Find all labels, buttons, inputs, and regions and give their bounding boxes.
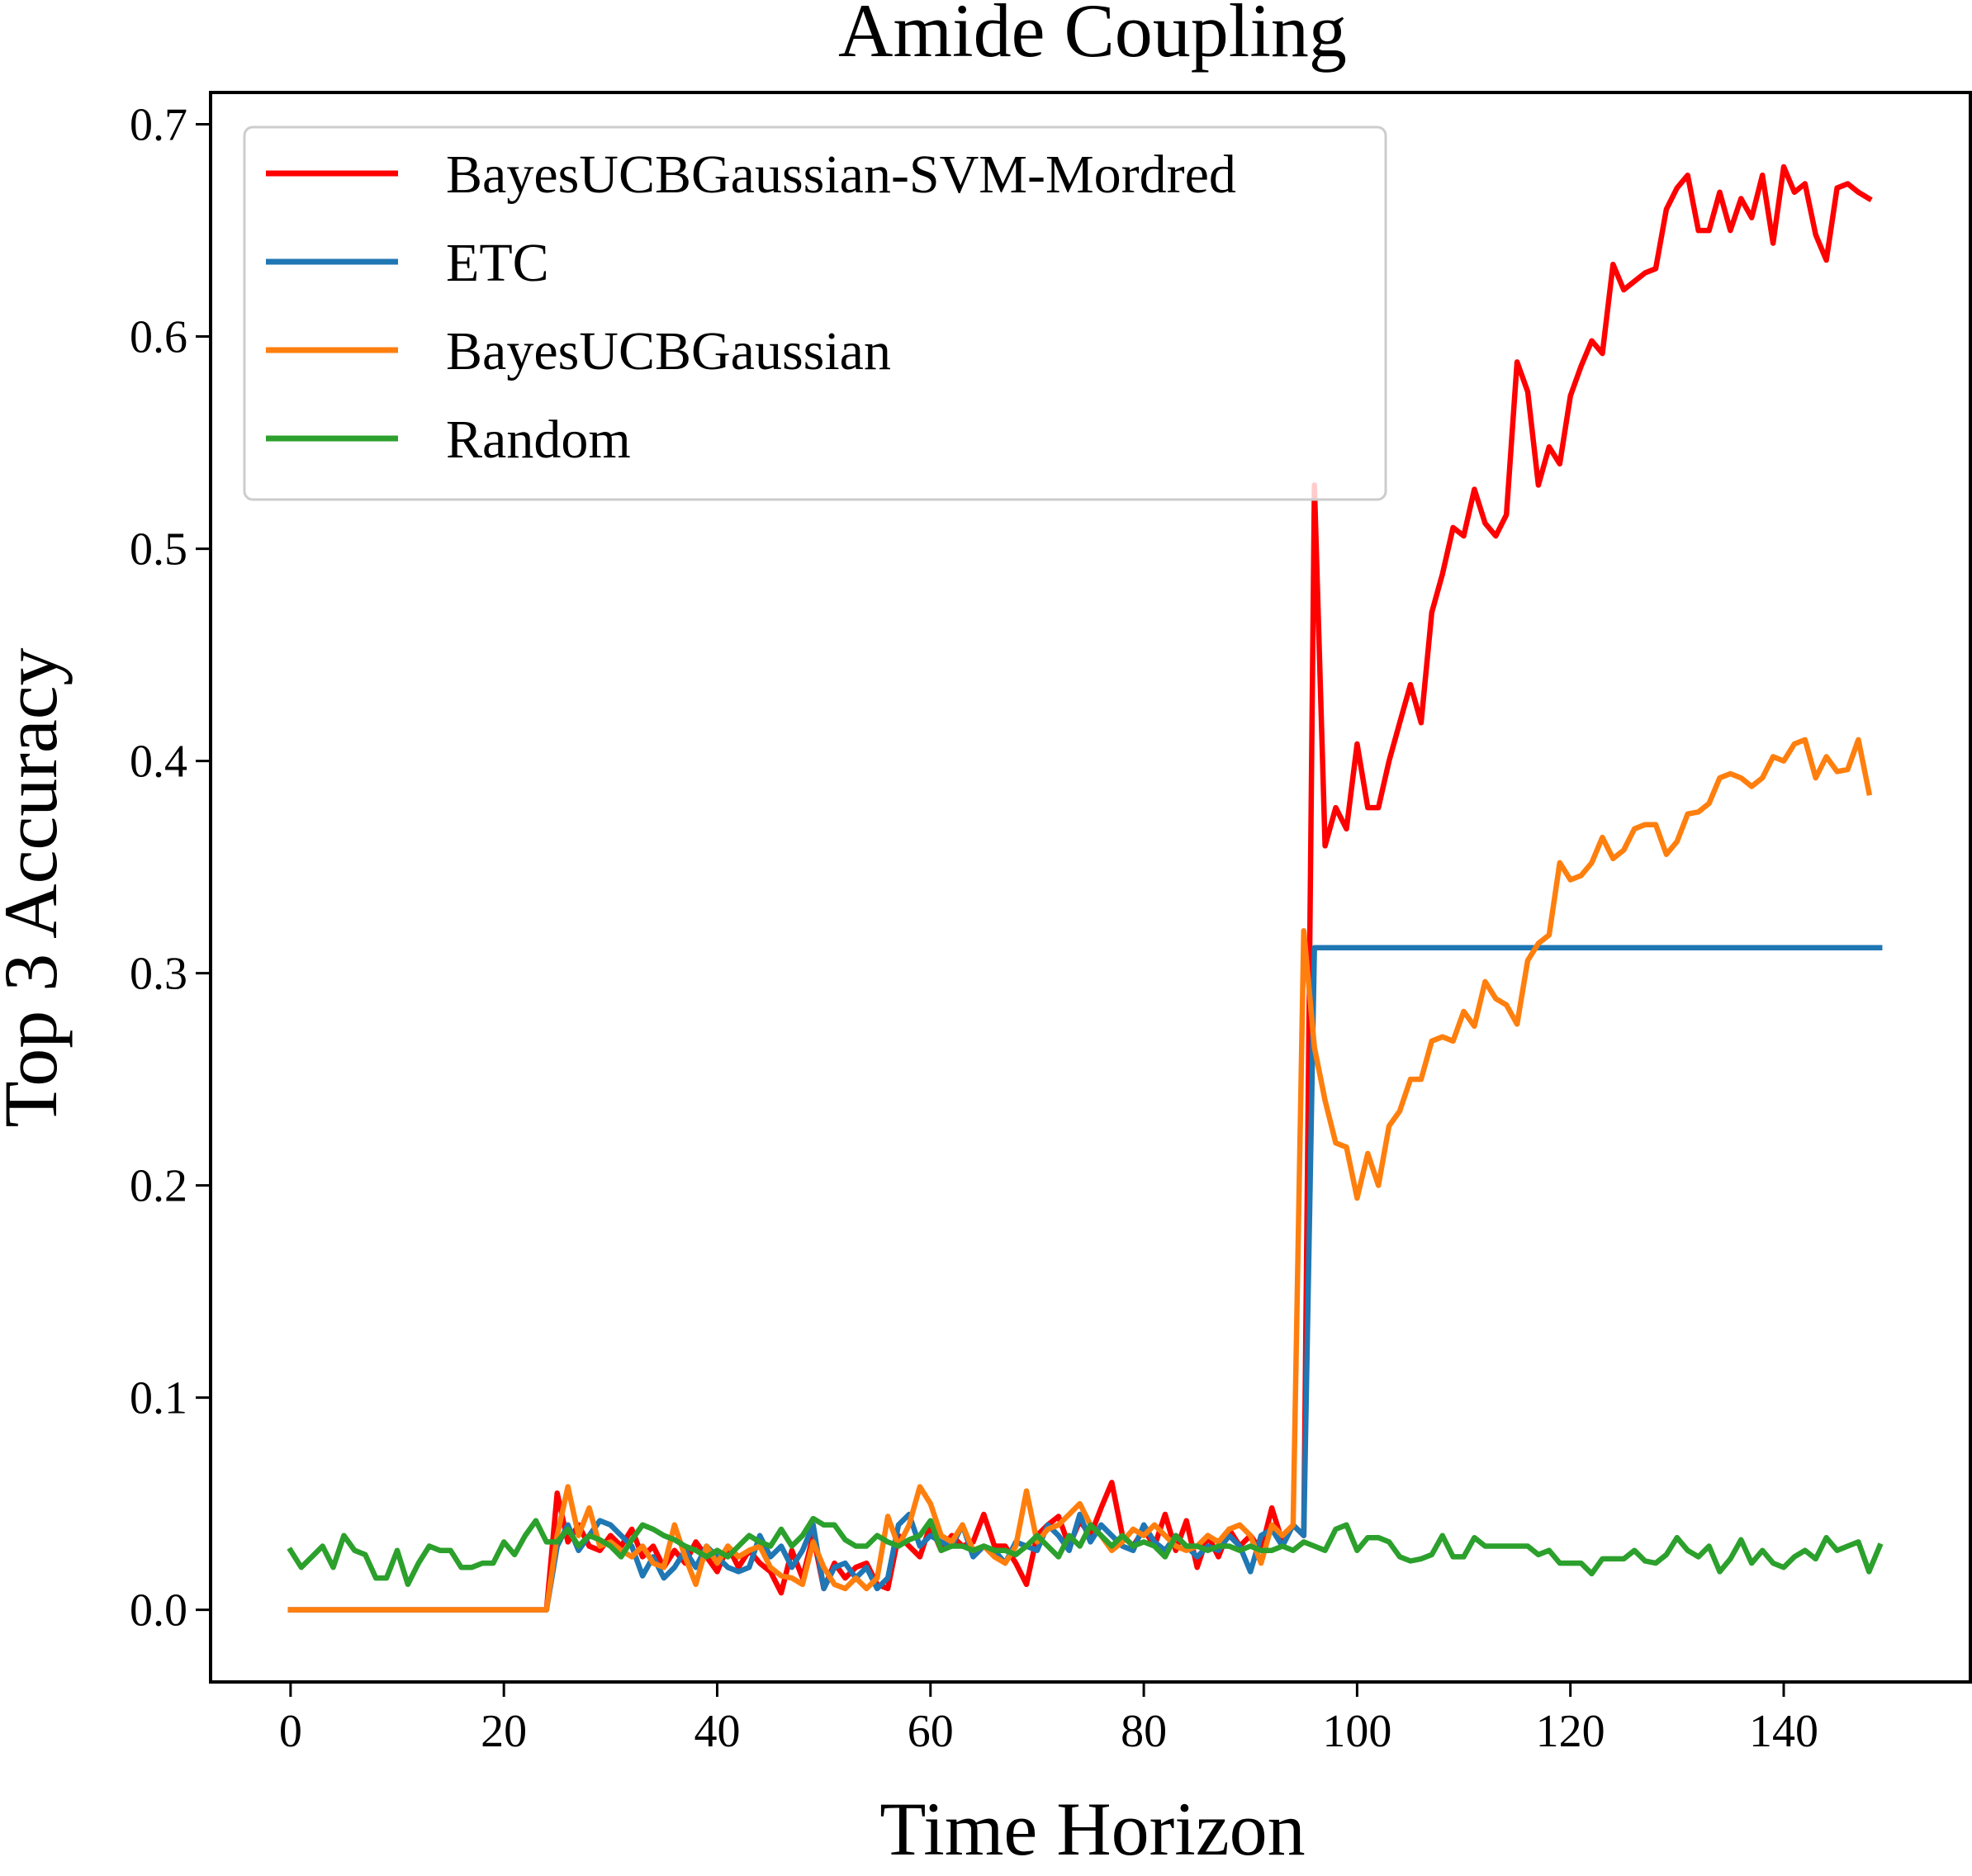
x-tick-label: 0 bbox=[279, 1706, 302, 1757]
x-tick-label: 100 bbox=[1322, 1706, 1391, 1757]
x-tick-label: 20 bbox=[481, 1706, 527, 1757]
y-tick-label: 0.5 bbox=[130, 524, 187, 576]
x-axis-title: Time Horizon bbox=[879, 1787, 1305, 1871]
series-line-2 bbox=[287, 945, 1883, 1613]
y-tick-label: 0.1 bbox=[130, 1373, 187, 1424]
y-tick-label: 0.4 bbox=[130, 737, 187, 788]
legend-label-1: BayesUCBGaussian-SVM-Mordred bbox=[446, 144, 1236, 205]
chart-title: Amide Coupling bbox=[838, 0, 1347, 73]
legend-label-2: ETC bbox=[446, 233, 549, 293]
x-tick-label: 140 bbox=[1749, 1706, 1818, 1757]
legend-label-3: BayesUCBGaussian bbox=[446, 321, 891, 381]
y-axis-title: Top 3 Accuracy bbox=[0, 647, 73, 1127]
series-line-3 bbox=[287, 737, 1873, 1613]
series-layer bbox=[287, 163, 1884, 1613]
legend-label-4: Random bbox=[446, 410, 631, 470]
x-tick-label: 120 bbox=[1536, 1706, 1605, 1757]
x-tick-label: 60 bbox=[908, 1706, 954, 1757]
y-tick-label: 0.6 bbox=[130, 312, 187, 363]
x-tick-label: 80 bbox=[1121, 1706, 1167, 1757]
y-tick-label: 0.7 bbox=[130, 100, 187, 151]
x-axis-ticks: 0 20 40 60 80 100 120 140 bbox=[279, 1682, 1818, 1757]
legend: BayesUCBGaussian-SVM-Mordred ETC BayesUCBG… bbox=[243, 126, 1387, 501]
y-tick-label: 0.0 bbox=[130, 1585, 187, 1637]
y-tick-label: 0.2 bbox=[130, 1161, 187, 1212]
legend-box bbox=[243, 126, 1387, 501]
y-tick-label: 0.3 bbox=[130, 949, 187, 1000]
plot-frame bbox=[209, 91, 1972, 1684]
y-axis-ticks: 0.0 0.1 0.2 0.3 0.4 0.5 0.6 0.7 bbox=[130, 100, 211, 1637]
series-line-4 bbox=[287, 1515, 1884, 1588]
x-tick-label: 40 bbox=[694, 1706, 740, 1757]
